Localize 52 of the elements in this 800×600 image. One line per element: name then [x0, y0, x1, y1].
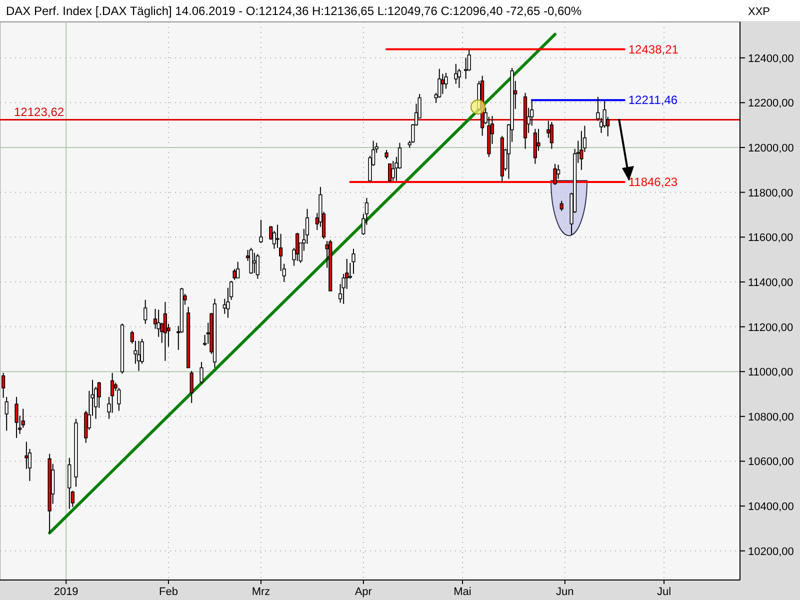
candlestick [24, 441, 28, 470]
y-tick-label: 10600,00 [748, 456, 794, 468]
candlestick [190, 370, 194, 404]
x-tick-label: Jul [656, 586, 672, 598]
candlestick [440, 73, 444, 94]
candlestick [352, 248, 356, 274]
y-tick-label: 11000,00 [748, 366, 794, 379]
y-axis-title: XXP [748, 6, 770, 18]
candlestick [4, 396, 8, 432]
x-tick-label: Apr [354, 586, 372, 598]
y-tick-label: 11400,00 [748, 276, 794, 289]
candlestick [388, 163, 392, 182]
candlestick [68, 457, 72, 510]
candlestick [163, 301, 167, 362]
candlestick [259, 219, 263, 244]
x-tick-label: Feb [159, 586, 178, 598]
candlestick [14, 396, 18, 438]
y-tick-label: 11800,00 [748, 187, 794, 200]
series-label: 11846,23 [628, 174, 678, 189]
y-tick-label: 10200,00 [748, 546, 794, 558]
candlestick [391, 160, 395, 182]
series-label: 12438,21 [628, 42, 679, 56]
candlestick [560, 200, 564, 212]
y-tick-label: 12400,00 [748, 52, 794, 65]
candlestick [236, 261, 240, 278]
candlestick [580, 130, 584, 170]
candlestick [136, 340, 141, 372]
candlestick [249, 247, 253, 274]
candlestick [2, 372, 6, 398]
candlestick [457, 68, 461, 88]
y-tick-label: 12200,00 [748, 98, 794, 110]
ref-line-label: 12123,62 [14, 104, 64, 119]
candlestick [256, 253, 260, 280]
x-tick-label: Mrz [252, 586, 270, 598]
y-tick-label: 11200,00 [748, 322, 794, 334]
x-tick-label: Jun [556, 586, 574, 598]
y-tick-label: 10400,00 [748, 501, 794, 514]
candlestick [110, 372, 114, 414]
x-tick-label: Mai [454, 586, 472, 598]
candlestick [348, 262, 352, 280]
y-tick-label: 11600,00 [748, 232, 794, 244]
candlestick [117, 387, 121, 412]
candlestick [252, 252, 256, 274]
x-tick-label: 2019 [54, 586, 78, 598]
y-tick-label: 12000,00 [748, 142, 794, 154]
candlestick [553, 163, 557, 186]
candlestick [144, 299, 148, 324]
y-tick-label: 10800,00 [748, 411, 794, 424]
series-label: 12211,46 [628, 93, 678, 108]
candlestick [454, 63, 458, 84]
chart-title: DAX Perf. Index [.DAX Täglich] 14.06.2019 - O:12124,36 H:12136,65 L:12049,76 C:12096,40 -72,65 -0,60% [6, 4, 582, 18]
candlestick [200, 361, 204, 384]
